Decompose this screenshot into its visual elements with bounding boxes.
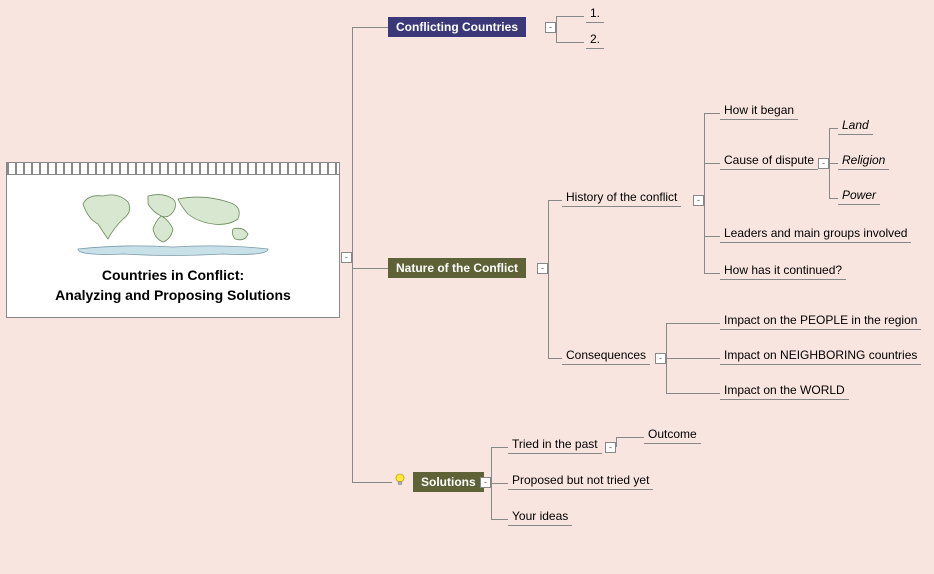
- leaf-cause-dispute: Cause of dispute: [720, 153, 818, 170]
- branch-nature-of-conflict: Nature of the Conflict: [388, 258, 526, 278]
- toggle-solutions[interactable]: -: [480, 477, 491, 488]
- leaf-your-ideas: Your ideas: [508, 509, 572, 526]
- conn-cons-world: [666, 393, 720, 394]
- conn-root-conflicting: [352, 27, 388, 28]
- toggle-nature[interactable]: -: [537, 263, 548, 274]
- conn-sol-ideas: [491, 519, 508, 520]
- leaf-impact-neighbor: Impact on NEIGHBORING countries: [720, 348, 921, 365]
- toggle-cause[interactable]: -: [818, 158, 829, 169]
- leaf-power: Power: [838, 188, 880, 205]
- lightbulb-icon: [393, 473, 407, 487]
- conn-root-nature: [352, 268, 388, 269]
- leaf-conflicting-2: 2.: [586, 32, 604, 49]
- toggle-consequences[interactable]: -: [655, 353, 666, 364]
- past-vline: [616, 437, 617, 447]
- conn-nature-cons: [548, 358, 562, 359]
- world-map-icon: [7, 175, 339, 260]
- conn-cause-power: [829, 198, 838, 199]
- conn-conflicting-1: [556, 16, 584, 17]
- conn-history-began: [704, 113, 720, 114]
- leaf-impact-world: Impact on the WORLD: [720, 383, 849, 400]
- leaf-how-began: How it began: [720, 103, 798, 120]
- toggle-root[interactable]: -: [341, 252, 352, 263]
- leaf-leaders: Leaders and main groups involved: [720, 226, 911, 243]
- toggle-past[interactable]: -: [605, 442, 616, 453]
- trunk-vline: [352, 27, 353, 483]
- conn-nature-history: [548, 200, 562, 201]
- conn-cause-religion: [829, 163, 838, 164]
- spiral-binding: [7, 163, 339, 175]
- conn-root-solutions: [352, 482, 392, 483]
- history-vline: [704, 113, 705, 273]
- conn-cons-people: [666, 323, 720, 324]
- leaf-continued: How has it continued?: [720, 263, 846, 280]
- leaf-land: Land: [838, 118, 873, 135]
- root-title-line1: Countries in Conflict:: [102, 267, 244, 283]
- branch-solutions: Solutions: [413, 472, 484, 492]
- conn-past-outcome: [616, 437, 644, 438]
- conflicting-vline: [556, 16, 557, 42]
- leaf-consequences: Consequences: [562, 348, 650, 365]
- toggle-history[interactable]: -: [693, 195, 704, 206]
- leaf-outcome: Outcome: [644, 427, 701, 444]
- root-card: Countries in Conflict: Analyzing and Pro…: [6, 162, 340, 318]
- conn-sol-proposed: [491, 483, 508, 484]
- leaf-religion: Religion: [838, 153, 889, 170]
- conn-history-cause: [704, 163, 720, 164]
- conn-conflicting-2: [556, 42, 584, 43]
- leaf-conflicting-1: 1.: [586, 6, 604, 23]
- branch-conflicting-countries: Conflicting Countries: [388, 17, 526, 37]
- leaf-history: History of the conflict: [562, 190, 681, 207]
- root-title: Countries in Conflict: Analyzing and Pro…: [7, 260, 339, 317]
- root-title-line2: Analyzing and Proposing Solutions: [55, 287, 291, 303]
- conn-history-continued: [704, 273, 720, 274]
- leaf-tried-past: Tried in the past: [508, 437, 602, 454]
- toggle-conflicting[interactable]: -: [545, 22, 556, 33]
- nature-vline: [548, 200, 549, 358]
- leaf-proposed: Proposed but not tried yet: [508, 473, 653, 490]
- conn-cons-neighbor: [666, 358, 720, 359]
- leaf-impact-people: Impact on the PEOPLE in the region: [720, 313, 921, 330]
- conn-sol-past: [491, 447, 508, 448]
- conn-history-leaders: [704, 236, 720, 237]
- conn-cause-land: [829, 128, 838, 129]
